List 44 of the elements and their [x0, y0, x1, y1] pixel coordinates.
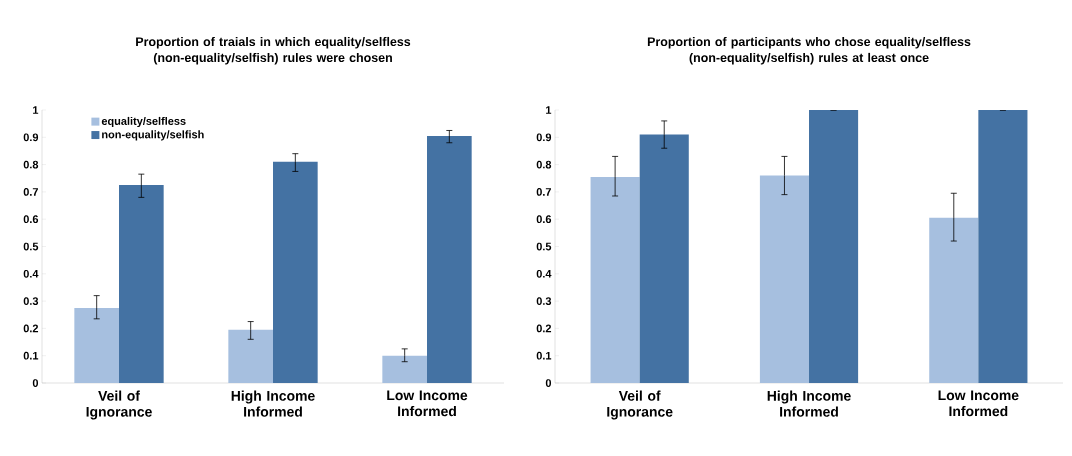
x-tick-label: High Income Informed — [767, 390, 851, 417]
y-tick-label: 0.9 — [23, 133, 39, 142]
bar — [228, 329, 273, 383]
bar — [119, 185, 164, 383]
x-tick-label: Low Income Informed — [387, 390, 468, 417]
y-tick-label: 0.4 — [23, 269, 39, 278]
y-tick-label: 0.6 — [23, 215, 39, 224]
y-tick-label: 0.2 — [23, 324, 39, 333]
bar — [590, 176, 640, 383]
x-tick-label: Veil of Ignorance — [607, 390, 673, 420]
y-tick-label: 0.8 — [536, 160, 552, 169]
x-tick-label: Low Income Informed — [938, 390, 1019, 417]
y-tick-label: 0.5 — [536, 242, 552, 251]
y-tick-label: 0.1 — [536, 351, 552, 360]
y-tick-label: 0.8 — [23, 160, 39, 169]
legend-label: equality/selfless — [101, 116, 186, 128]
bar — [74, 307, 119, 383]
y-tick-label: 0.7 — [23, 188, 38, 196]
chart-title: Proportion of traials in which equality/selfless (non-equality/selfish) rules were chosen — [136, 36, 411, 65]
bar — [639, 134, 689, 383]
y-tick-label: 0 — [545, 379, 552, 387]
y-tick-label: 0.3 — [23, 297, 39, 305]
y-tick-label: 0.2 — [536, 324, 552, 333]
y-tick-label: 0.3 — [536, 297, 552, 305]
y-tick-label: 0.1 — [23, 351, 39, 360]
bar — [759, 175, 810, 383]
chart-title: Proportion of participants who chose equality/selfless (non-equality/selfish) rules at least once — [647, 36, 971, 65]
y-tick-label: 0.9 — [536, 133, 552, 142]
bar — [382, 355, 427, 383]
y-tick-label: 0.6 — [536, 215, 552, 224]
x-tick-label: High Income Informed — [231, 390, 315, 417]
y-tick-label: 0.4 — [536, 269, 552, 278]
bar — [273, 161, 318, 383]
y-tick-label: 0.7 — [536, 188, 551, 196]
y-tick-label: 1 — [33, 106, 39, 114]
y-tick-label: 0 — [32, 379, 39, 387]
bar — [929, 217, 979, 383]
bar — [427, 135, 472, 383]
y-tick-label: 1 — [546, 106, 552, 114]
legend-label: non-equality/selfish — [102, 130, 204, 141]
bar — [809, 110, 859, 383]
y-tick-label: 0.5 — [23, 242, 39, 251]
x-tick-label: Veil of Ignorance — [86, 390, 152, 420]
bar — [978, 110, 1028, 383]
